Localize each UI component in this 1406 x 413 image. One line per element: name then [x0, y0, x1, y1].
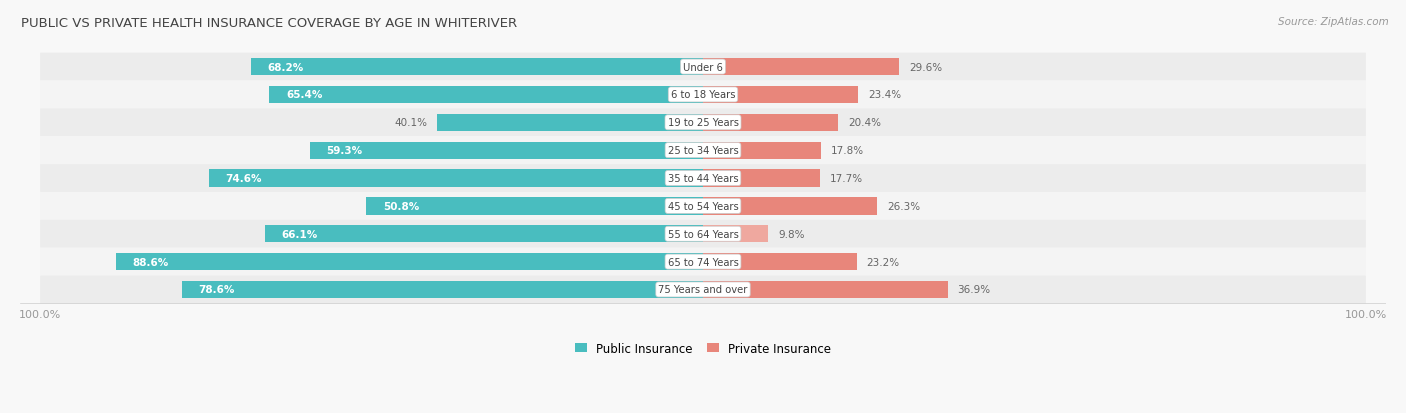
Text: 59.3%: 59.3% [326, 146, 363, 156]
Text: 9.8%: 9.8% [778, 229, 804, 239]
Text: 17.8%: 17.8% [831, 146, 865, 156]
Bar [264, 225, 703, 243]
Bar [270, 87, 703, 104]
FancyBboxPatch shape [41, 81, 1365, 109]
Text: 17.7%: 17.7% [831, 173, 863, 184]
FancyBboxPatch shape [41, 109, 1365, 137]
FancyBboxPatch shape [41, 137, 1365, 165]
Text: 75 Years and over: 75 Years and over [658, 285, 748, 295]
Text: 50.8%: 50.8% [382, 202, 419, 211]
Text: 66.1%: 66.1% [281, 229, 318, 239]
FancyBboxPatch shape [41, 248, 1365, 276]
Text: 23.2%: 23.2% [866, 257, 900, 267]
Text: 88.6%: 88.6% [132, 257, 169, 267]
Bar [181, 281, 703, 298]
Legend: Public Insurance, Private Insurance: Public Insurance, Private Insurance [575, 342, 831, 355]
Bar [309, 142, 703, 159]
Bar [703, 198, 877, 215]
FancyBboxPatch shape [41, 192, 1365, 220]
Bar [703, 59, 900, 76]
Text: 23.4%: 23.4% [868, 90, 901, 100]
Text: PUBLIC VS PRIVATE HEALTH INSURANCE COVERAGE BY AGE IN WHITERIVER: PUBLIC VS PRIVATE HEALTH INSURANCE COVER… [21, 17, 517, 29]
FancyBboxPatch shape [41, 220, 1365, 248]
Text: 45 to 54 Years: 45 to 54 Years [668, 202, 738, 211]
FancyBboxPatch shape [41, 165, 1365, 192]
Text: 6 to 18 Years: 6 to 18 Years [671, 90, 735, 100]
Text: 29.6%: 29.6% [910, 62, 942, 72]
Bar [115, 253, 703, 271]
Text: 19 to 25 Years: 19 to 25 Years [668, 118, 738, 128]
Bar [250, 59, 703, 76]
Bar [703, 170, 820, 187]
Text: 65 to 74 Years: 65 to 74 Years [668, 257, 738, 267]
Text: 20.4%: 20.4% [848, 118, 882, 128]
Bar [703, 253, 856, 271]
Text: 74.6%: 74.6% [225, 173, 262, 184]
FancyBboxPatch shape [41, 276, 1365, 304]
Text: 26.3%: 26.3% [887, 202, 921, 211]
Bar [703, 87, 858, 104]
Bar [703, 114, 838, 132]
FancyBboxPatch shape [41, 54, 1365, 81]
Text: 65.4%: 65.4% [285, 90, 322, 100]
Bar [703, 225, 768, 243]
Bar [367, 198, 703, 215]
Text: 40.1%: 40.1% [394, 118, 427, 128]
Text: 35 to 44 Years: 35 to 44 Years [668, 173, 738, 184]
Text: 68.2%: 68.2% [267, 62, 304, 72]
Text: 55 to 64 Years: 55 to 64 Years [668, 229, 738, 239]
Bar [208, 170, 703, 187]
Bar [703, 281, 948, 298]
Bar [437, 114, 703, 132]
Text: Source: ZipAtlas.com: Source: ZipAtlas.com [1278, 17, 1389, 26]
Text: 25 to 34 Years: 25 to 34 Years [668, 146, 738, 156]
Text: 36.9%: 36.9% [957, 285, 991, 295]
Text: Under 6: Under 6 [683, 62, 723, 72]
Bar [703, 142, 821, 159]
Text: 78.6%: 78.6% [198, 285, 235, 295]
